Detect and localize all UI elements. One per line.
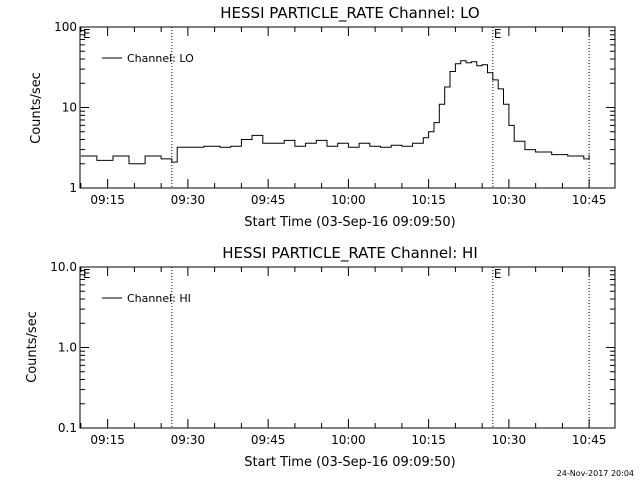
- x-tick-label: 10:15: [411, 193, 446, 207]
- y-tick-label: 10.0: [50, 260, 77, 274]
- series-line-channel-lo: [80, 60, 590, 165]
- chart-title: HESSI PARTICLE_RATE Channel: HI: [222, 244, 478, 263]
- y-tick-label: 1.0: [58, 341, 77, 355]
- x-axis-label: Start Time (03-Sep-16 09:09:50): [244, 215, 455, 230]
- legend-label: Channel: HI: [127, 292, 191, 305]
- x-tick-label: 09:15: [90, 193, 125, 207]
- x-tick-label: 10:00: [331, 433, 366, 447]
- legend-label: Channel: LO: [127, 52, 194, 65]
- event-marker-label: E: [494, 27, 502, 41]
- y-axis-label: Counts/sec: [25, 311, 40, 383]
- x-tick-label: 09:45: [251, 433, 286, 447]
- panel-lo: HESSI PARTICLE_RATE Channel: LO Start Ti…: [29, 4, 616, 230]
- y-axis-label: Counts/sec: [29, 72, 44, 144]
- x-tick-label: 10:00: [331, 193, 366, 207]
- corner-marker-label: E: [83, 27, 91, 41]
- x-tick-label: 10:30: [492, 193, 527, 207]
- event-marker-label: E: [494, 267, 502, 281]
- x-tick-label: 10:45: [572, 433, 607, 447]
- x-axis-label: Start Time (03-Sep-16 09:09:50): [244, 455, 455, 470]
- x-tick-label: 10:30: [492, 433, 527, 447]
- corner-marker-label: E: [83, 267, 91, 281]
- x-tick-label: 10:45: [572, 193, 607, 207]
- panel-hi: HESSI PARTICLE_RATE Channel: HI Start Ti…: [25, 244, 616, 470]
- x-tick-label: 09:45: [251, 193, 286, 207]
- y-tick-label: 100: [54, 20, 77, 34]
- chart-title: HESSI PARTICLE_RATE Channel: LO: [220, 4, 479, 23]
- x-tick-label: 09:15: [90, 433, 125, 447]
- y-tick-label: 0.1: [58, 421, 77, 435]
- y-tick-label: 10: [62, 101, 77, 115]
- generation-timestamp: 24-Nov-2017 20:04: [556, 469, 634, 478]
- x-tick-label: 10:15: [411, 433, 446, 447]
- x-tick-label: 09:30: [171, 193, 206, 207]
- y-tick-label: 1: [69, 181, 77, 195]
- x-tick-label: 09:30: [171, 433, 206, 447]
